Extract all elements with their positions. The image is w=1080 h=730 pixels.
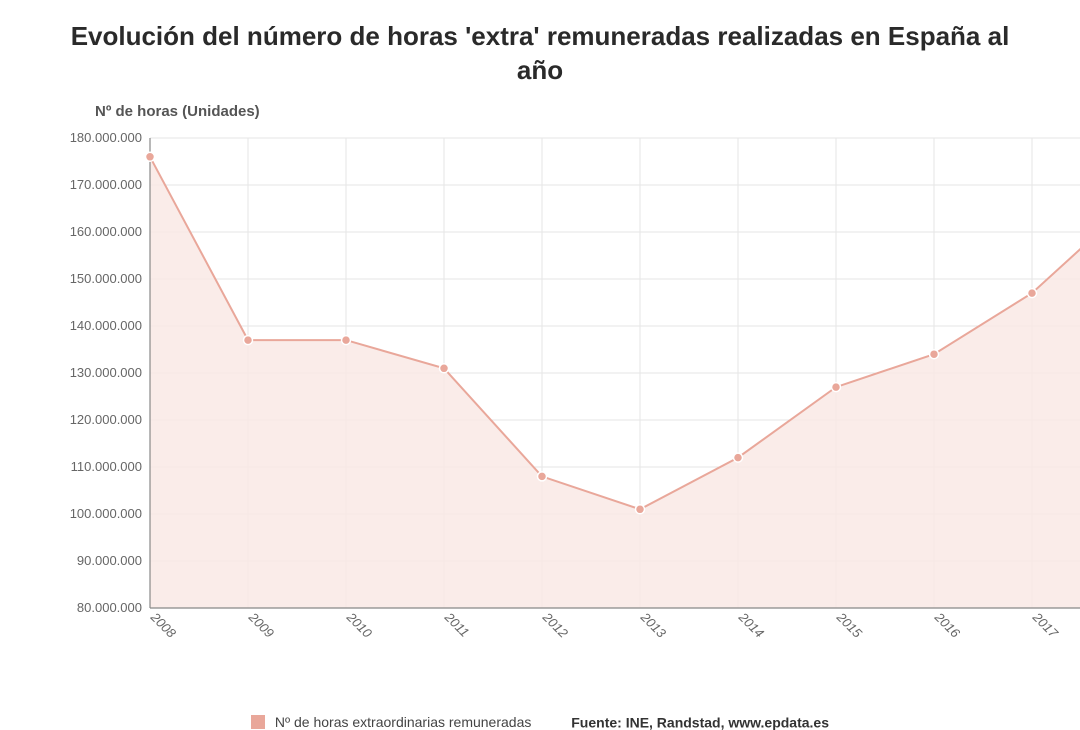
y-tick-label: 120.000.000	[70, 412, 142, 427]
data-point	[930, 349, 939, 358]
x-tick-label: 2012	[539, 608, 571, 640]
data-point	[734, 453, 743, 462]
chart-container: Evolución del número de horas 'extra' re…	[0, 0, 1080, 728]
y-tick-label: 80.000.000	[77, 600, 142, 615]
y-tick-label: 140.000.000	[70, 318, 142, 333]
x-tick-label: 2017	[1029, 608, 1061, 640]
y-tick-label: 170.000.000	[70, 177, 142, 192]
x-tick-label: 2014	[735, 608, 767, 640]
data-point	[636, 504, 645, 513]
y-tick-label: 110.000.000	[71, 459, 142, 474]
chart-svg: 80.000.000 90.000.000 100.000.000 110.000.0…	[60, 128, 1080, 668]
y-tick-label: 180.000.000	[70, 130, 142, 145]
y-tick-label: 130.000.000	[70, 365, 142, 380]
legend-label: Nº de horas extraordinarias remuneradas	[275, 714, 531, 730]
x-tick-label: 2009	[245, 608, 277, 640]
data-point	[538, 471, 547, 480]
y-tick-label: 150.000.000	[70, 271, 142, 286]
x-tick-label: 2013	[637, 608, 669, 640]
data-point	[244, 335, 253, 344]
legend-swatch	[251, 715, 265, 729]
legend: Nº de horas extraordinarias remuneradas …	[30, 713, 1050, 730]
y-tick-label: 160.000.000	[70, 224, 142, 239]
y-tick-label: 90.000.000	[77, 553, 142, 568]
area-fill	[150, 156, 1080, 607]
x-tick-label: 2016	[931, 608, 963, 640]
x-tick-label: 2015	[833, 608, 865, 640]
x-tick-label: 2011	[441, 608, 472, 639]
data-point	[146, 152, 155, 161]
y-axis-subtitle: Nº de horas (Unidades)	[95, 103, 1050, 120]
chart-source: Fuente: INE, Randstad, www.epdata.es	[571, 714, 829, 730]
x-tick-label: 2008	[147, 608, 179, 640]
chart-title: Evolución del número de horas 'extra' re…	[60, 20, 1020, 88]
y-tick-label: 100.000.000	[70, 506, 142, 521]
data-point	[342, 335, 351, 344]
x-tick-label: 2010	[343, 608, 375, 640]
plot-area: 80.000.000 90.000.000 100.000.000 110.000.0…	[60, 128, 1030, 673]
data-point	[832, 382, 841, 391]
data-point	[1028, 288, 1037, 297]
data-point	[440, 363, 449, 372]
